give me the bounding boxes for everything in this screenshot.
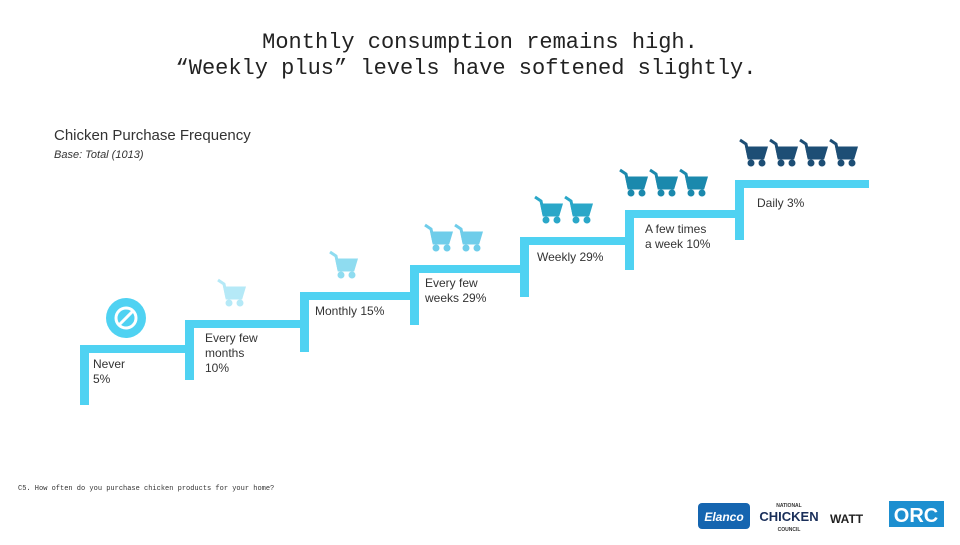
cart-icon (217, 278, 247, 307)
cart-icon (679, 168, 709, 197)
cart-wheel (848, 159, 856, 167)
logo-text: CHICKEN (759, 509, 818, 524)
cart-icon (329, 250, 359, 279)
cart-basket (223, 286, 247, 300)
cart-basket (835, 146, 859, 160)
cart-icon (534, 195, 564, 224)
step-tread (520, 237, 634, 245)
cart-icon (829, 138, 859, 167)
logo-text: ORC (894, 505, 938, 527)
cart-icon (739, 138, 769, 167)
step-label: Every few (205, 331, 258, 345)
step-label: months (205, 346, 244, 360)
cart-wheel (657, 189, 665, 197)
step-label: Daily 3% (757, 196, 805, 210)
step-riser (625, 210, 634, 270)
logo-text: WATT (830, 512, 864, 526)
cart-wheel (698, 189, 706, 197)
cart-wheel (687, 189, 695, 197)
cart-wheel (572, 216, 580, 224)
footnote: C5. How often do you purchase chicken pr… (18, 485, 274, 493)
cart-icon (424, 223, 454, 252)
step-tread (410, 265, 529, 273)
chart-title: Chicken Purchase Frequency (54, 127, 251, 144)
no-icon (106, 298, 146, 338)
title-line: “Weekly plus” levels have softened sligh… (176, 56, 757, 81)
step-tread (300, 292, 419, 300)
cart-basket (335, 258, 359, 272)
step-label: 5% (93, 372, 111, 386)
cart-basket (655, 176, 679, 190)
cart-wheel (668, 189, 676, 197)
step-tread (735, 180, 869, 188)
cart-wheel (747, 159, 755, 167)
cart-wheel (777, 159, 785, 167)
cart-basket (745, 146, 769, 160)
cart-basket (460, 231, 484, 245)
cart-wheel (837, 159, 845, 167)
cart-icon (649, 168, 679, 197)
cart-wheel (432, 244, 440, 252)
step-label: Monthly 15% (315, 304, 385, 318)
step-riser (185, 320, 194, 380)
cart-basket (805, 146, 829, 160)
logos: Elanco NATIONAL CHICKEN COUNCIL WATT ORC (698, 501, 944, 533)
cart-basket (430, 231, 454, 245)
step-riser (520, 237, 529, 297)
cart-wheel (348, 271, 356, 279)
cart-basket (540, 203, 564, 217)
cart-basket (685, 176, 709, 190)
step-label: A few times (645, 222, 706, 236)
step-riser (300, 292, 309, 352)
logo-text: Elanco (704, 510, 743, 524)
step-label: Every few (425, 276, 478, 290)
title-line: Monthly consumption remains high. (262, 30, 698, 55)
step-label: Weekly 29% (537, 250, 604, 264)
cart-wheel (583, 216, 591, 224)
step-riser (80, 345, 89, 405)
cart-wheel (553, 216, 561, 224)
cart-wheel (807, 159, 815, 167)
cart-basket (625, 176, 649, 190)
cart-basket (570, 203, 594, 217)
cart-wheel (225, 299, 233, 307)
step-riser (735, 180, 744, 240)
step-tread (80, 345, 194, 353)
cart-icon (454, 223, 484, 252)
step-label: a week 10% (645, 237, 711, 251)
cart-wheel (758, 159, 766, 167)
logo-text: NATIONAL (776, 503, 801, 509)
cart-wheel (788, 159, 796, 167)
cart-wheel (443, 244, 451, 252)
cart-icon (799, 138, 829, 167)
cart-icon (619, 168, 649, 197)
base-note: Base: Total (1013) (54, 149, 144, 161)
step-label: weeks 29% (424, 291, 487, 305)
cart-wheel (542, 216, 550, 224)
cart-basket (775, 146, 799, 160)
step-label: Never (93, 357, 125, 371)
cart-wheel (638, 189, 646, 197)
cart-wheel (337, 271, 345, 279)
cart-icon (769, 138, 799, 167)
step-riser (410, 265, 419, 325)
cart-wheel (462, 244, 470, 252)
step-tread (185, 320, 309, 328)
logo-box (698, 503, 750, 529)
step-label: 10% (205, 361, 229, 375)
cart-wheel (236, 299, 244, 307)
cart-icon (564, 195, 594, 224)
logo-text: COUNCIL (778, 527, 801, 533)
cart-wheel (627, 189, 635, 197)
logo-box (889, 501, 944, 527)
cart-wheel (473, 244, 481, 252)
cart-wheel (818, 159, 826, 167)
step-tread (625, 210, 744, 218)
